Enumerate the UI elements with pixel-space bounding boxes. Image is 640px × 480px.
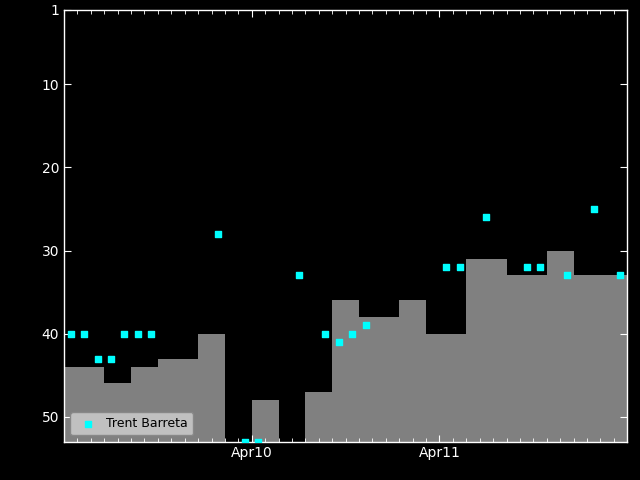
Point bbox=[79, 330, 89, 337]
Point bbox=[522, 264, 532, 271]
Point bbox=[119, 330, 129, 337]
Point bbox=[589, 205, 599, 213]
Point bbox=[146, 330, 156, 337]
Point bbox=[253, 438, 264, 445]
Point bbox=[240, 438, 250, 445]
Point bbox=[132, 330, 143, 337]
Point bbox=[454, 264, 465, 271]
Legend: Trent Barreta: Trent Barreta bbox=[70, 412, 193, 435]
Point bbox=[562, 272, 572, 279]
Point bbox=[360, 322, 371, 329]
Point bbox=[347, 330, 357, 337]
Point bbox=[65, 330, 76, 337]
Point bbox=[92, 355, 102, 362]
Point bbox=[294, 272, 304, 279]
Point bbox=[535, 264, 545, 271]
Point bbox=[441, 264, 451, 271]
Point bbox=[321, 330, 331, 337]
Point bbox=[334, 338, 344, 346]
Point bbox=[481, 214, 492, 221]
Point bbox=[106, 355, 116, 362]
Point bbox=[213, 230, 223, 238]
Point bbox=[616, 272, 626, 279]
